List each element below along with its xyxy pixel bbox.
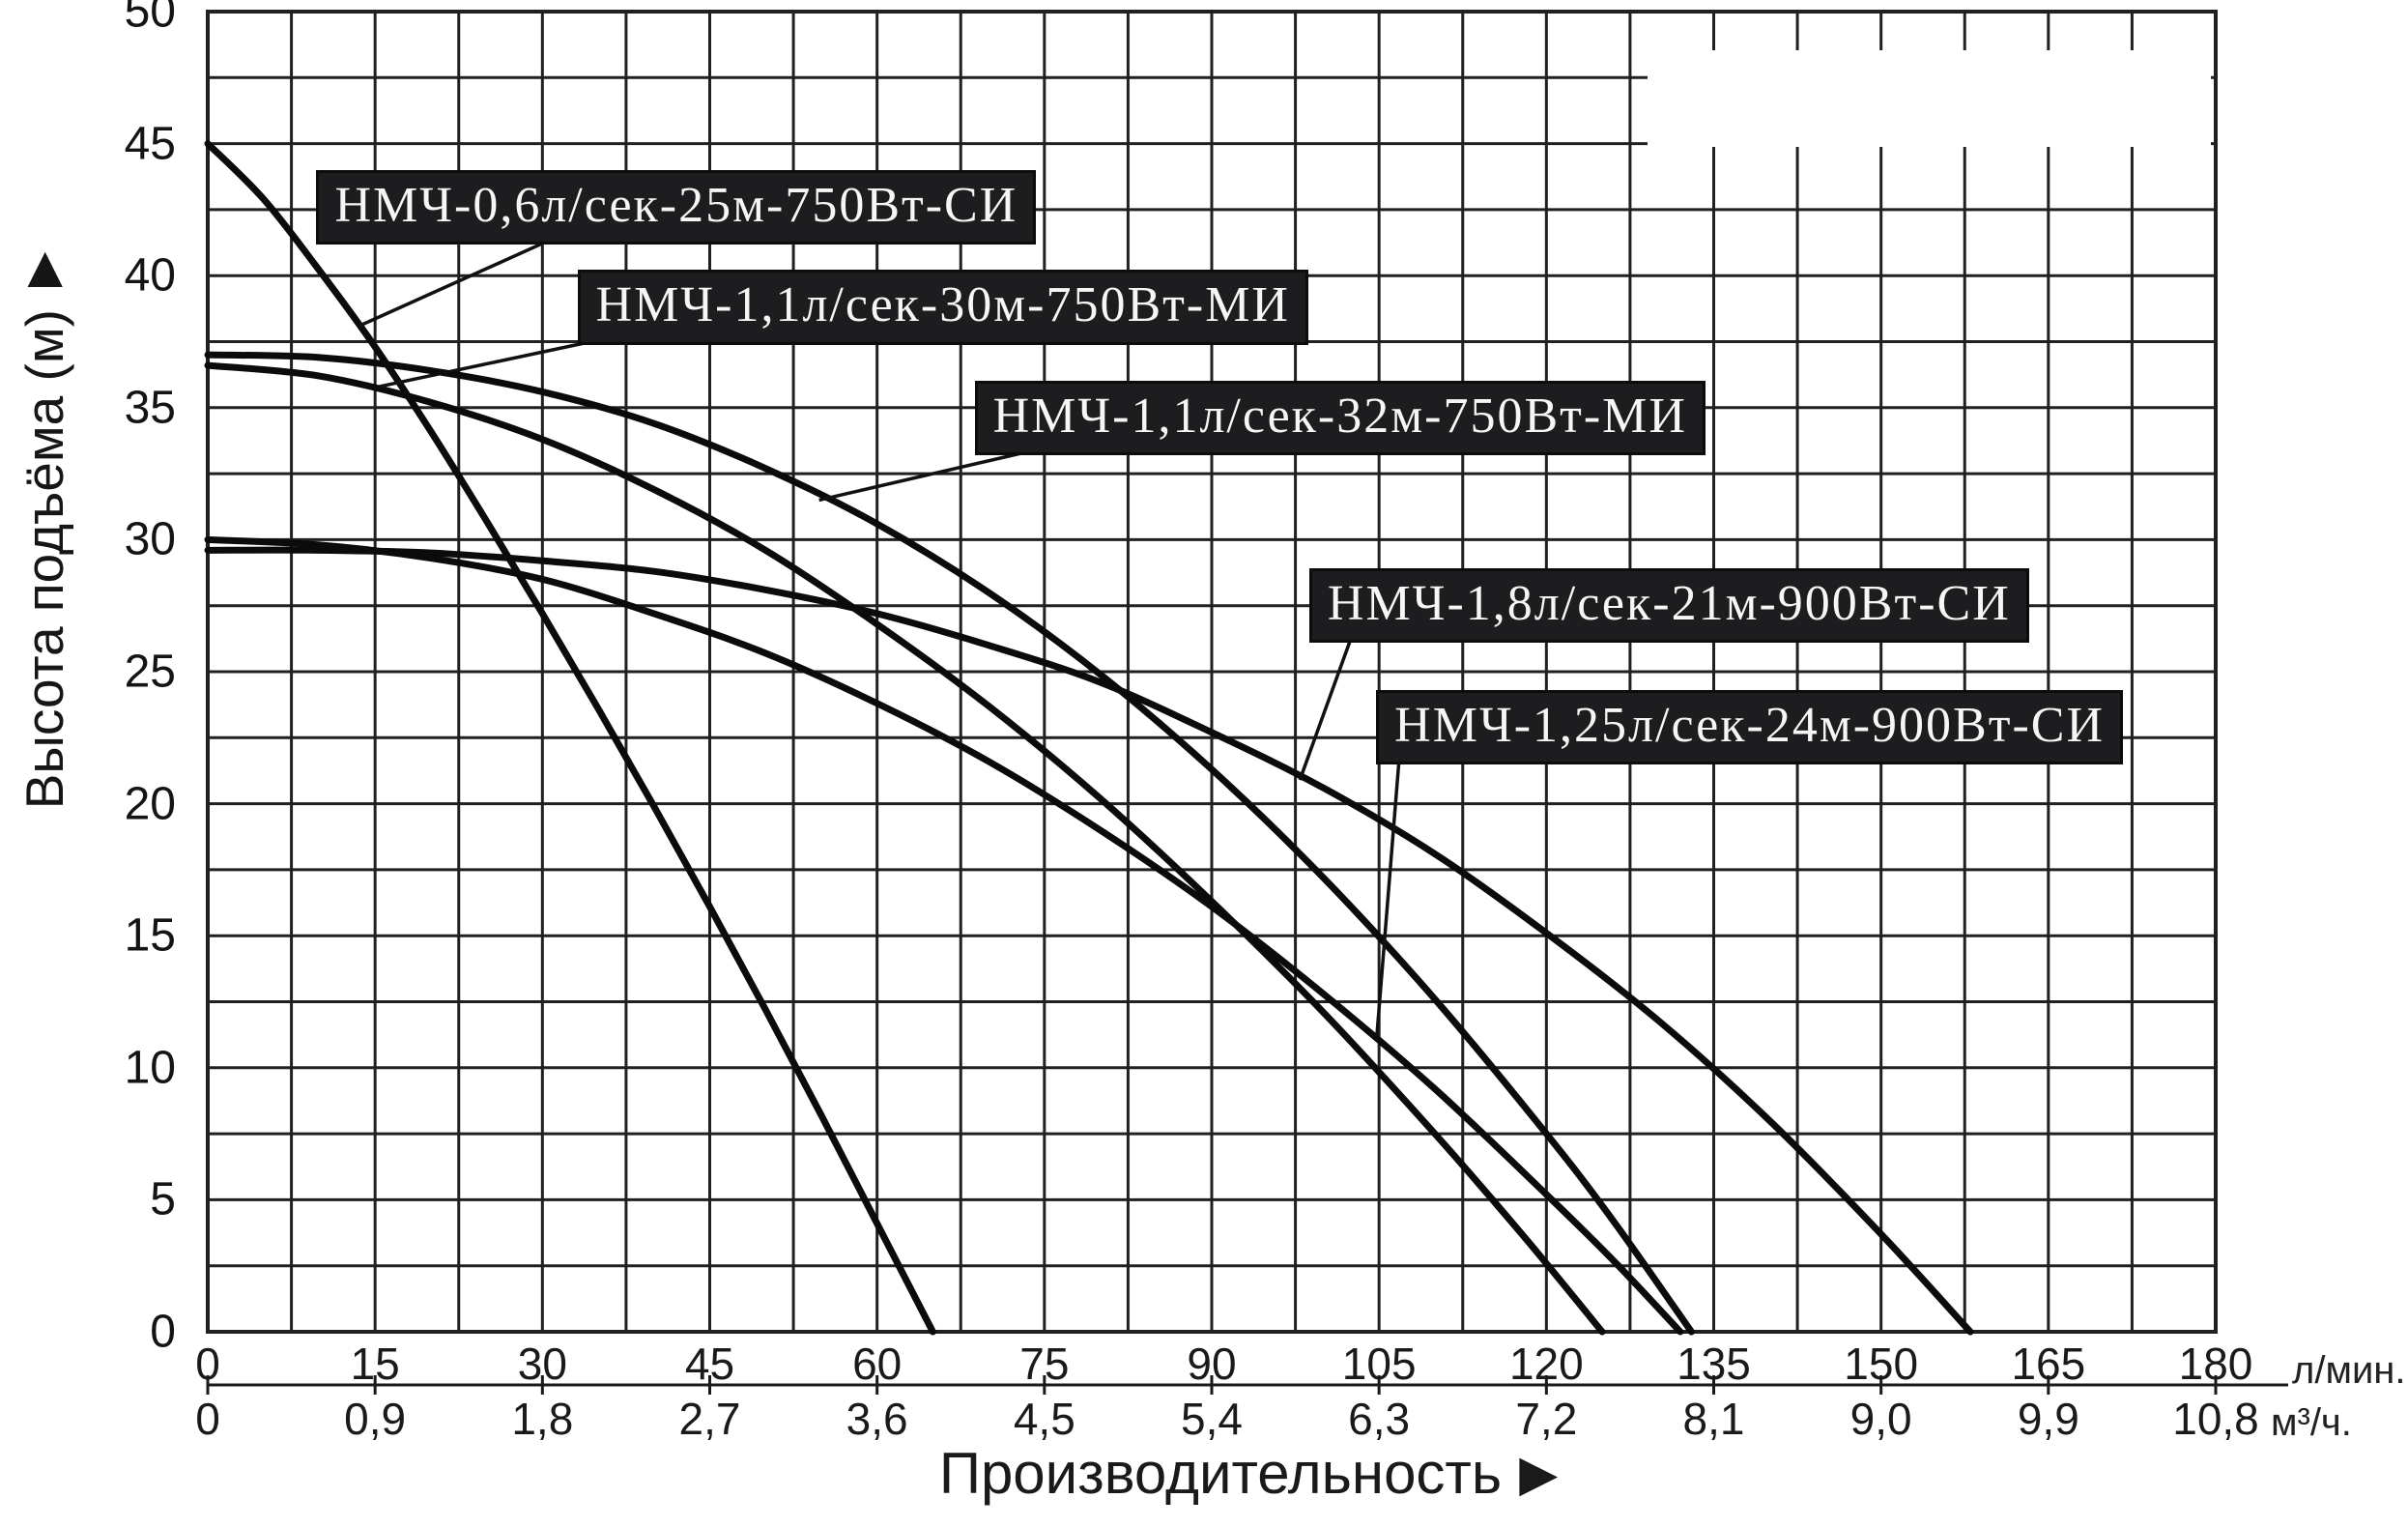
pump-curve xyxy=(204,546,1974,1336)
y-tick-label: 40 xyxy=(124,249,176,302)
y-tick-label: 10 xyxy=(124,1042,176,1094)
x-axis-title: Производительность ▶ xyxy=(939,1440,1558,1507)
x-tick-label-m3h: 10,8 xyxy=(2172,1394,2259,1444)
x-tick-label-m3h: 1,8 xyxy=(511,1394,574,1444)
x-tick-label-m3h: 5,4 xyxy=(1181,1394,1243,1444)
pump-curve xyxy=(204,351,1695,1336)
right-arrow-icon: ▶ xyxy=(1519,1445,1559,1502)
y-tick-label: 25 xyxy=(124,646,176,698)
x-tick-label-m3h: 4,5 xyxy=(1013,1394,1075,1444)
x-tick-label-lmin: 105 xyxy=(1341,1339,1417,1389)
y-axis-title: ▲ Высота подъёма (м) xyxy=(14,234,75,810)
pump-curve xyxy=(204,535,1684,1336)
x-axis-unit-m3h: м³/ч. xyxy=(2271,1401,2352,1444)
label-leader-line xyxy=(1298,634,1355,781)
erased-area xyxy=(1648,50,2211,147)
y-tick-label: 5 xyxy=(150,1173,176,1225)
x-axis-title-text: Производительность xyxy=(938,1441,1503,1506)
x-tick-label-m3h: 0 xyxy=(195,1394,220,1444)
curve-label-box: НМЧ-1,8л/сек-21м-900Вт-СИ xyxy=(1311,571,2026,641)
label-leader-line xyxy=(818,450,1025,503)
x-tick-label-lmin: 0 xyxy=(195,1339,220,1389)
x-tick-label-m3h: 2,7 xyxy=(678,1394,741,1444)
x-tick-label-lmin: 45 xyxy=(684,1339,735,1389)
x-tick-label-lmin: 150 xyxy=(1844,1339,1919,1389)
pump-curve xyxy=(204,140,936,1336)
x-tick-label-lmin: 30 xyxy=(517,1339,567,1389)
y-tick-label: 15 xyxy=(124,909,176,962)
y-tick-label: 50 xyxy=(124,0,176,38)
x-tick-label-lmin: 75 xyxy=(1019,1339,1070,1389)
x-tick-label-m3h: 7,2 xyxy=(1515,1394,1578,1444)
plot-border xyxy=(206,10,2218,1334)
x-tick-label-m3h: 8,1 xyxy=(1682,1394,1745,1444)
y-axis-title-text: Высота подъёма (м) xyxy=(14,309,75,810)
x-tick-label-lmin: 135 xyxy=(1677,1339,1751,1389)
x-tick-label-lmin: 120 xyxy=(1508,1339,1584,1389)
curve-label-box: НМЧ-0,6л/сек-25м-750Вт-СИ xyxy=(319,172,1034,242)
y-tick-label: 30 xyxy=(124,513,176,565)
label-leader-line xyxy=(358,242,542,328)
y-tick-label: 20 xyxy=(124,778,176,830)
x-axis-unit-lmin: л/мин. xyxy=(2292,1349,2406,1392)
label-leader-line xyxy=(1375,759,1401,1037)
x-tick-label-lmin: 180 xyxy=(2178,1339,2253,1389)
curve-label-box: НМЧ-1,25л/сек-24м-900Вт-СИ xyxy=(1379,692,2121,763)
curve-label-box: НМЧ-1,1л/сек-30м-750Вт-МИ xyxy=(580,273,1305,342)
label-leader-line xyxy=(379,337,605,389)
y-tick-label: 35 xyxy=(124,382,176,434)
x-tick-label-m3h: 9,0 xyxy=(1849,1394,1912,1444)
x-tick-label-m3h: 3,6 xyxy=(846,1394,908,1444)
up-arrow-icon: ▲ xyxy=(15,234,75,301)
y-tick-label: 45 xyxy=(124,118,176,170)
pump-curve xyxy=(204,361,1606,1336)
x-tick-label-m3h: 9,9 xyxy=(2017,1394,2079,1444)
x-tick-label-m3h: 6,3 xyxy=(1348,1394,1411,1444)
y-tick-label: 0 xyxy=(150,1306,176,1358)
x-tick-label-lmin: 15 xyxy=(350,1339,400,1389)
x-tick-label-m3h: 0,9 xyxy=(344,1394,407,1444)
x-tick-label-lmin: 90 xyxy=(1187,1339,1237,1389)
curve-label-box: НМЧ-1,1л/сек-32м-750Вт-МИ xyxy=(977,384,1703,453)
x-tick-label-lmin: 165 xyxy=(2011,1339,2086,1389)
x-tick-label-lmin: 60 xyxy=(852,1339,903,1389)
